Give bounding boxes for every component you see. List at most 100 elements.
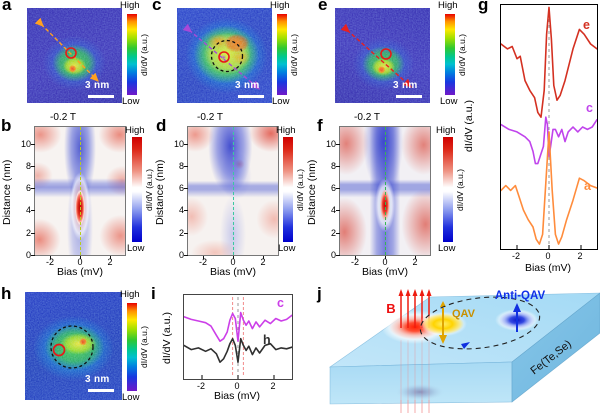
stm-map-h: 3 nm xyxy=(25,292,122,400)
axis-tick-label: 0 xyxy=(545,251,551,261)
vortex-circle-h xyxy=(50,325,94,369)
scale-bar-label-h: 3 nm xyxy=(85,374,110,385)
axis-tick xyxy=(336,210,340,212)
axis-tick xyxy=(203,256,204,259)
axis-tick-label: 2 xyxy=(577,251,583,261)
qav-label: QAV xyxy=(452,308,476,320)
vortex-circle-c xyxy=(210,39,244,73)
panel-label-d: d xyxy=(156,116,167,135)
colorbar-high-f: High xyxy=(436,125,456,136)
axis-tick-label: 6 xyxy=(330,183,336,194)
colorbar-low-f: Low xyxy=(438,243,456,254)
colorbar-low-a: Low xyxy=(122,96,140,107)
i-curve-label-c: c xyxy=(277,296,284,310)
colorbar-label-d: dI/dV (a.u.) xyxy=(295,168,305,211)
axis-tick xyxy=(184,255,188,256)
axis-tick-label: 0 xyxy=(330,250,336,260)
axis-tick xyxy=(50,256,51,259)
stm-map-a: 3 nm xyxy=(27,8,122,103)
scale-bar-label-e: 3 nm xyxy=(393,80,418,91)
qav-schematic: B QAV Anti-QAV Fe(Te,Se) xyxy=(329,289,600,413)
stm-map-c: 3 nm xyxy=(177,8,272,103)
axis-tick-label: -2 xyxy=(45,257,54,267)
axis-tick xyxy=(184,210,188,212)
panel-label-j: j xyxy=(317,284,322,303)
axis-tick xyxy=(184,232,188,234)
linecut-arrow-e xyxy=(340,23,413,88)
g-chart-svg xyxy=(501,6,597,249)
axis-tick xyxy=(385,256,386,259)
impurity-circle-a xyxy=(65,47,77,59)
anti-qav-moment-arrow xyxy=(513,303,521,332)
d-ylabel: Distance (nm) xyxy=(154,159,166,225)
linecut-heatmap-d xyxy=(187,126,279,256)
map-noise xyxy=(25,292,122,400)
b-xlabel: Bias (mV) xyxy=(56,266,104,278)
vortex-antivortex-loop xyxy=(419,296,541,350)
f-xlabel: Bias (mV) xyxy=(361,266,409,278)
i-chart-svg xyxy=(184,297,292,379)
d-xlabel: Bias (mV) xyxy=(209,266,257,278)
axis-tick xyxy=(336,188,340,190)
colorbar-high-d: High xyxy=(276,125,296,136)
axis-tick-label: 2 xyxy=(330,227,336,238)
scale-bar-c xyxy=(238,95,264,98)
axis-tick-label: 0 xyxy=(234,381,240,391)
impurity-circle-h xyxy=(52,343,66,357)
colorbar-label-h: dI/dV (a.u.) xyxy=(139,325,149,369)
stm-map-e: 3 nm xyxy=(335,8,430,103)
field-title-f: -0.2 T xyxy=(354,112,380,123)
axis-tick xyxy=(184,165,188,167)
axis-tick xyxy=(336,255,340,256)
axis-tick-label: 8 xyxy=(25,160,31,171)
axis-tick xyxy=(31,165,35,167)
axis-tick-label: 8 xyxy=(330,160,336,171)
map-e-overlay xyxy=(335,8,430,103)
circulation-arrowhead xyxy=(461,342,470,349)
colorbar-high-h: High xyxy=(120,289,140,300)
axis-tick-label: 0 xyxy=(77,257,83,267)
axis-tick xyxy=(184,188,188,190)
spectrum-curve-e xyxy=(501,6,597,118)
qav-moment-arrow xyxy=(439,301,447,344)
colorbar-h xyxy=(127,303,137,391)
colorbar-label-f: dI/dV (a.u.) xyxy=(455,168,465,211)
axis-tick-label: -2 xyxy=(511,251,520,261)
axis-tick xyxy=(415,256,416,259)
field-title-b: -0.2 T xyxy=(50,112,76,123)
axis-tick-label: 2 xyxy=(270,381,276,391)
axis-tick xyxy=(336,143,340,145)
spectra-plot-g xyxy=(500,4,598,250)
axis-tick-label: 0 xyxy=(25,250,31,260)
g-curve-label-a: a xyxy=(584,179,591,193)
axis-tick xyxy=(31,255,35,256)
colorbar-f xyxy=(443,137,453,242)
axis-tick-label: -2 xyxy=(196,381,205,391)
panel-label-a: a xyxy=(2,0,12,14)
impurity-circle-e xyxy=(380,48,392,60)
colorbar-low-d: Low xyxy=(278,243,296,254)
colorbar-high-b: High xyxy=(125,125,145,136)
axis-tick xyxy=(336,165,340,167)
axis-tick-label: 10 xyxy=(325,138,336,149)
axis-tick xyxy=(31,143,35,145)
panel-label-h: h xyxy=(1,284,12,303)
panel-label-i: i xyxy=(151,284,156,303)
g-curve-label-c: c xyxy=(586,101,593,115)
axis-tick-label: 0 xyxy=(178,250,184,260)
colorbar-a xyxy=(127,14,137,95)
zero-bias-guide-f xyxy=(384,127,386,255)
axis-tick-label: 2 xyxy=(178,227,184,238)
colorbar-low-b: Low xyxy=(127,243,145,254)
colorbar-low-h: Low xyxy=(122,392,140,403)
map-a-overlay xyxy=(27,8,122,103)
axis-tick xyxy=(355,256,356,259)
spectrum-curve-c xyxy=(184,311,292,343)
i-curve-label-h: h xyxy=(263,333,271,347)
bottom-flux-spot xyxy=(396,383,444,401)
crystal-right-face xyxy=(511,292,600,403)
axis-tick-label: -2 xyxy=(198,257,207,267)
field-title-d: -0.2 T xyxy=(197,112,223,123)
axis-tick-label: 2 xyxy=(260,257,266,267)
